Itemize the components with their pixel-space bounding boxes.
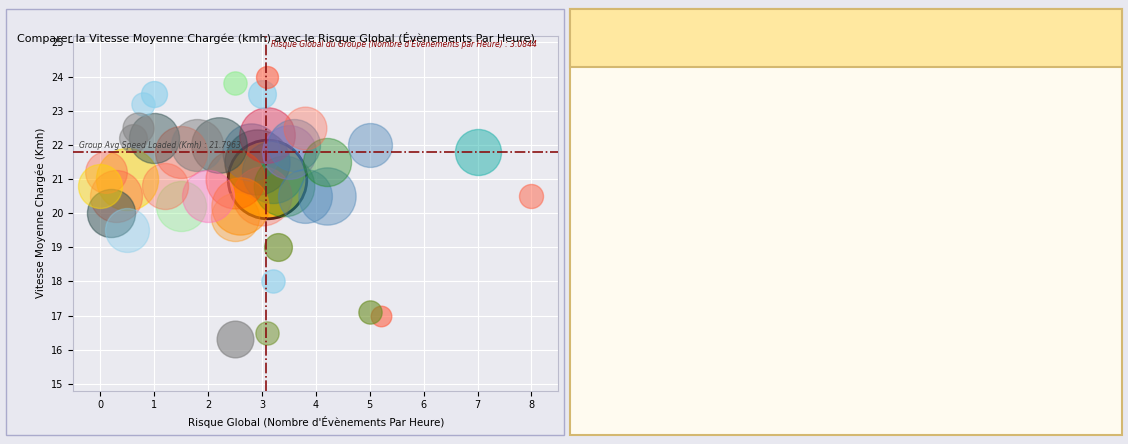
Text: Risque Global du Groupe (Nombre d'Évènements par Heure) : 3.0844: Risque Global du Groupe (Nombre d'Évènem… <box>271 39 537 49</box>
Y-axis label: Vitesse Moyenne Chargée (Kmh): Vitesse Moyenne Chargée (Kmh) <box>35 128 45 298</box>
FancyBboxPatch shape <box>581 397 687 430</box>
Bar <box>0 102 1037 111</box>
Point <box>253 90 271 97</box>
Bar <box>0 88 1041 98</box>
Bar <box>0 376 812 385</box>
Point <box>258 329 276 336</box>
Point <box>173 148 191 155</box>
Point <box>264 169 282 176</box>
Point <box>118 226 136 234</box>
Bar <box>0 198 977 207</box>
Bar <box>0 293 900 303</box>
Point <box>285 141 303 148</box>
Bar <box>0 129 1036 139</box>
Point <box>199 193 217 200</box>
Text: ASCENDANT: ASCENDANT <box>703 408 767 418</box>
Point <box>296 124 314 131</box>
Point <box>270 244 288 251</box>
Point <box>243 148 261 155</box>
Point <box>91 182 109 189</box>
Point <box>210 141 228 148</box>
Bar <box>0 239 976 248</box>
Bar <box>0 75 1086 84</box>
Point <box>124 135 142 142</box>
Bar <box>0 266 905 276</box>
Bar <box>0 225 976 234</box>
Text: Group Avg Speed Loaded (Kmh) : 21.7963: Group Avg Speed Loaded (Kmh) : 21.7963 <box>79 141 240 150</box>
Point <box>129 124 147 131</box>
Point <box>134 100 152 107</box>
Bar <box>0 334 873 344</box>
Point <box>97 169 115 176</box>
Point <box>226 80 244 87</box>
Point <box>522 193 540 200</box>
Point <box>146 135 164 142</box>
Bar <box>0 307 892 317</box>
Bar <box>0 211 977 221</box>
Bar <box>0 348 870 358</box>
Point <box>231 203 249 210</box>
Bar <box>0 143 1034 152</box>
Bar <box>0 280 902 289</box>
Bar <box>0 170 980 180</box>
Point <box>107 193 125 200</box>
Bar <box>0 115 1036 125</box>
Point <box>173 203 191 210</box>
Point <box>361 309 379 316</box>
Point <box>188 141 206 148</box>
Point <box>258 131 276 138</box>
Point <box>296 193 314 200</box>
Point <box>318 193 336 200</box>
X-axis label: Risque Global (Nombre d'Évènements Par Heure): Risque Global (Nombre d'Évènements Par H… <box>187 416 444 428</box>
FancyBboxPatch shape <box>783 397 889 430</box>
Point <box>468 148 486 155</box>
Bar <box>0 362 866 371</box>
Point <box>102 210 120 217</box>
Point <box>118 175 136 182</box>
Point <box>247 159 265 166</box>
Bar <box>0 252 909 262</box>
Text: Total des Évènements par Indicateur: Total des Évènements par Indicateur <box>592 32 872 50</box>
Point <box>226 213 244 220</box>
Point <box>361 141 379 148</box>
Point <box>146 90 164 97</box>
Point <box>258 175 276 182</box>
Bar <box>0 321 889 330</box>
Text: A - Z: A - Z <box>622 408 646 418</box>
Bar <box>0 184 978 194</box>
Point <box>280 148 298 155</box>
Point <box>274 182 292 189</box>
Point <box>226 336 244 343</box>
Text: Comparer la Vitesse Moyenne Chargée (kmh) avec le Risque Global (Évènements Par : Comparer la Vitesse Moyenne Chargée (kmh… <box>17 32 535 44</box>
Bar <box>0 157 981 166</box>
FancyBboxPatch shape <box>681 397 787 430</box>
Point <box>156 182 174 189</box>
Point <box>371 312 389 319</box>
Point <box>318 159 336 166</box>
Point <box>258 73 276 80</box>
Text: DESCENDANT: DESCENDANT <box>800 408 871 418</box>
Point <box>264 278 282 285</box>
Point <box>253 193 271 200</box>
Point <box>226 175 244 182</box>
